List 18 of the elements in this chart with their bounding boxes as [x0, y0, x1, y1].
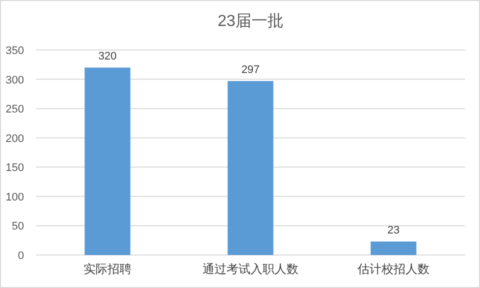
- y-tick-label: 250: [6, 104, 24, 116]
- x-tick-label: 实际招聘: [84, 262, 132, 276]
- bar: [228, 81, 274, 255]
- y-tick-label: 0: [18, 250, 24, 262]
- x-tick-label: 估计校招人数: [356, 262, 430, 276]
- y-tick-label: 300: [6, 74, 24, 86]
- data-label: 320: [98, 50, 117, 63]
- y-tick-label: 150: [6, 162, 24, 174]
- y-tick-label: 350: [6, 45, 24, 57]
- y-tick-label: 50: [12, 220, 24, 233]
- x-tick-label: 通过考试入职人数: [202, 262, 298, 276]
- data-label: 297: [241, 64, 260, 76]
- y-tick-label: 200: [6, 132, 24, 145]
- data-label: 23: [387, 224, 400, 237]
- chart-title: 23届一批: [218, 13, 284, 30]
- bar: [370, 242, 416, 255]
- bar: [84, 68, 130, 255]
- y-tick-label: 100: [6, 191, 24, 204]
